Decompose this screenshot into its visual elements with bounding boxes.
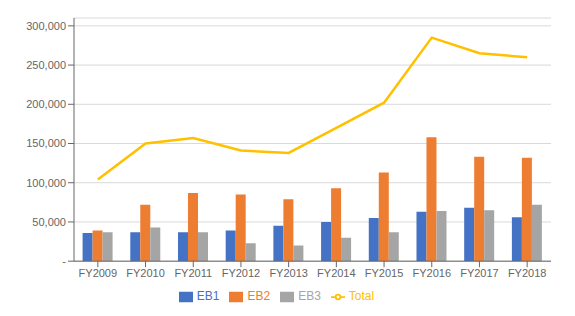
html-text:EB2: EB2 [247,289,271,304]
svg-text:150,000: 150,000 [26,137,66,149]
svg-text:FY2011: FY2011 [174,267,212,279]
html-text:Total: Total [348,289,375,304]
svg-text:250,000: 250,000 [26,59,66,71]
svg-text:50,000: 50,000 [32,216,66,228]
html-text:EB3: EB3 [298,289,321,304]
svg-text:FY2017: FY2017 [460,267,499,279]
svg-text:FY2018: FY2018 [508,267,547,279]
svg-text:100,000: 100,000 [26,177,66,189]
html-text:EB1: EB1 [196,289,220,304]
svg-text:-: - [62,255,66,267]
svg-text:200,000: 200,000 [26,98,66,110]
svg-text:FY2009: FY2009 [79,267,118,279]
svg-text:FY2014: FY2014 [317,267,356,279]
svg-text:FY2010: FY2010 [126,267,165,279]
svg-text:FY2012: FY2012 [222,267,261,279]
svg-text:FY2016: FY2016 [412,267,451,279]
svg-text:300,000: 300,000 [26,20,66,32]
svg-text:FY2013: FY2013 [269,267,308,279]
svg-text:FY2015: FY2015 [365,267,404,279]
